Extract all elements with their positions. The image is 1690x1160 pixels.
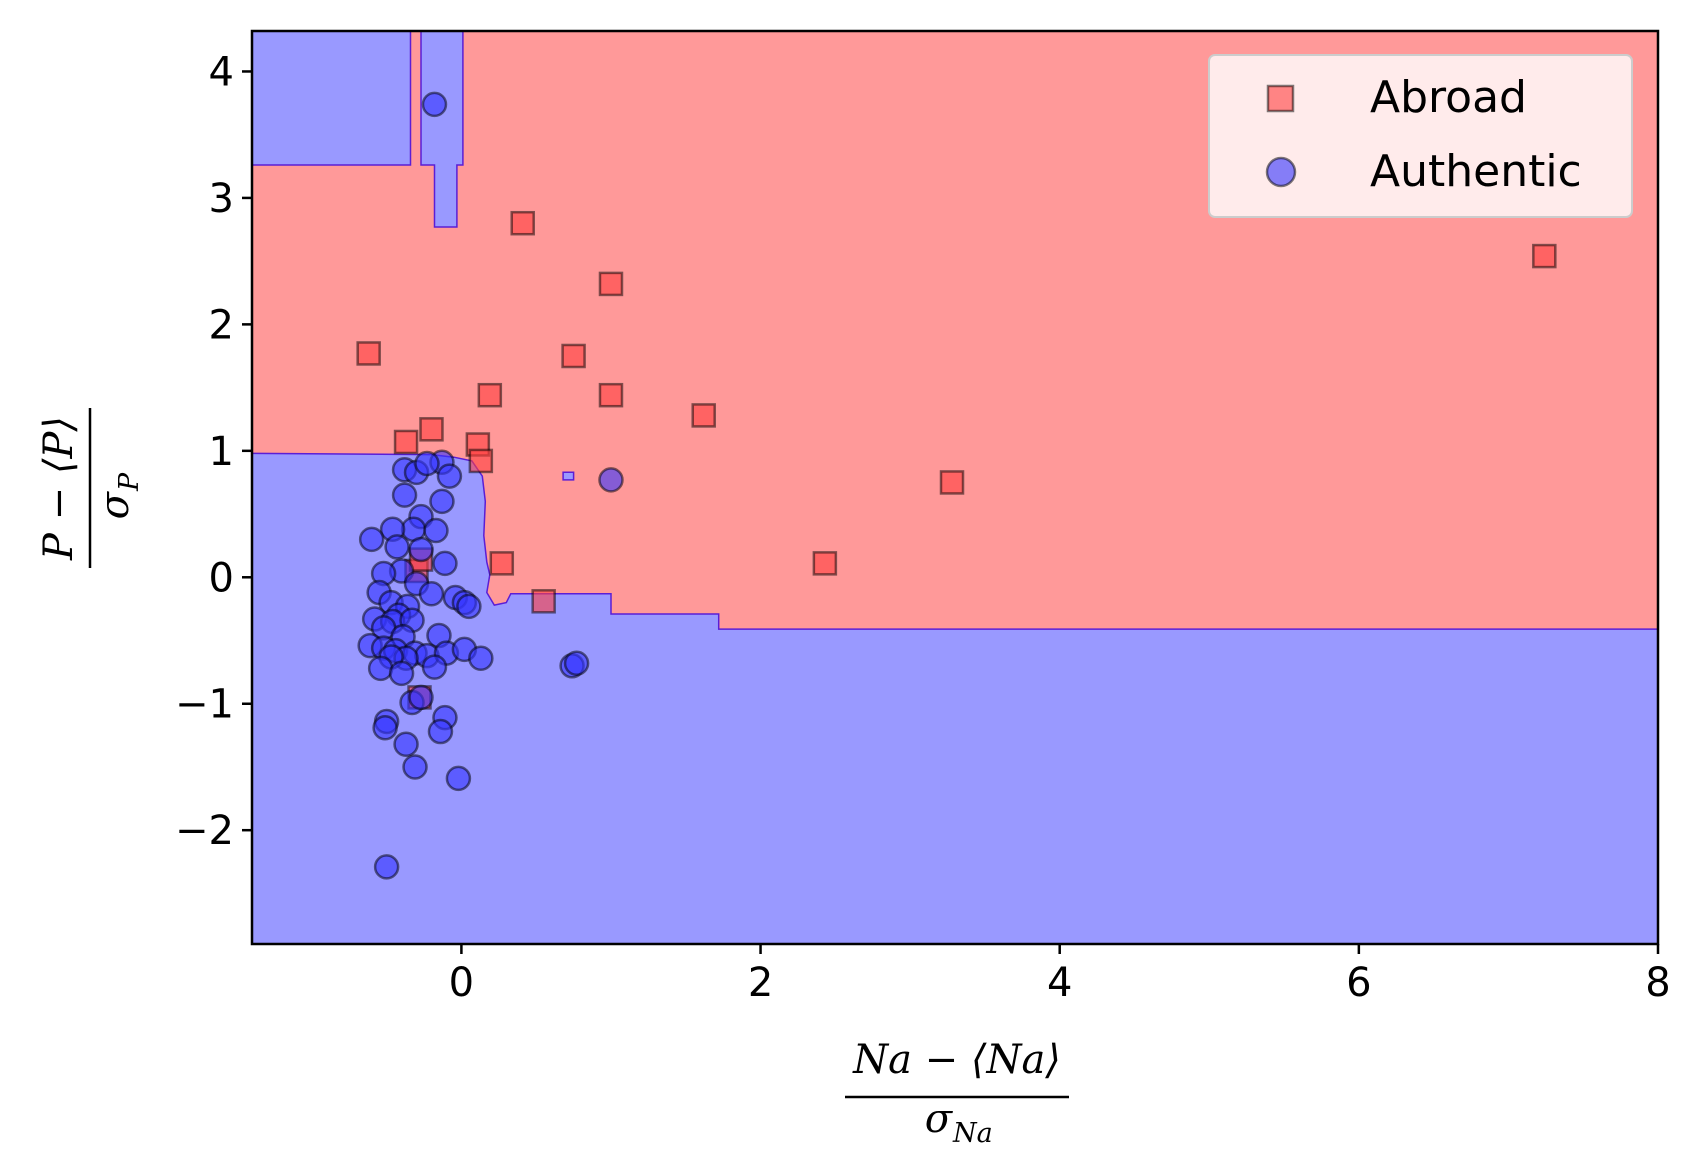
y-axis-label-subscript: P (114, 472, 145, 492)
authentic-point (388, 660, 415, 687)
legend-marker-abroad (1266, 84, 1295, 113)
x-axis-label-numerator: Na − ⟨Na⟩ (852, 1037, 1061, 1083)
authentic-point (421, 91, 448, 118)
y-tick-label: 0 (209, 555, 234, 601)
authentic-point (393, 731, 419, 757)
x-tick-label: 4 (1047, 960, 1072, 1006)
y-axis-label-numerator: P − ⟨P⟩ (36, 416, 82, 561)
abroad-point (939, 470, 965, 495)
x-axis-label-subscript: Na (952, 1118, 993, 1149)
authentic-region-3 (562, 471, 575, 481)
authentic-point (429, 488, 455, 515)
authentic-decision-regions (252, 31, 1658, 944)
authentic-point (414, 450, 440, 477)
y-tick-label: 1 (209, 429, 234, 475)
x-tick-label: 0 (449, 960, 474, 1006)
authentic-point (598, 467, 624, 493)
abroad-point (531, 589, 556, 614)
authentic-point (373, 854, 400, 880)
abroad-point (598, 382, 624, 408)
y-tick-label: 4 (209, 49, 234, 95)
x-tick-label: 8 (1645, 960, 1670, 1006)
authentic-point (468, 645, 494, 671)
x-axis-label: Na − ⟨Na⟩ σ Na (845, 1037, 1069, 1149)
y-axis-label-sigma: σ (92, 490, 138, 519)
authentic-region-2 (420, 31, 464, 228)
abroad-point (561, 343, 586, 369)
abroad-point (691, 403, 716, 428)
authentic-point (391, 482, 418, 508)
y-tick-label: 3 (209, 176, 234, 222)
legend: Abroad Authentic (1208, 54, 1633, 218)
authentic-point (408, 684, 434, 711)
authentic-region-0 (252, 452, 1658, 944)
y-axis-label: P − ⟨P⟩ σ P (36, 408, 145, 568)
abroad-point (393, 429, 419, 455)
authentic-point (456, 593, 482, 620)
legend-label-authentic: Authentic (1370, 146, 1582, 197)
authentic-point (418, 580, 445, 607)
abroad-point (510, 210, 535, 236)
legend-box (1208, 54, 1633, 218)
authentic-point (408, 536, 434, 563)
abroad-point (356, 341, 381, 366)
plot-frame (250, 29, 1660, 946)
authentic-point (563, 650, 590, 677)
scatter-points (356, 91, 1557, 880)
x-tick-label: 6 (1346, 960, 1371, 1006)
authentic-point (367, 655, 394, 682)
abroad-point (489, 551, 515, 576)
authentic-point (372, 715, 398, 741)
y-tick-label: −1 (175, 682, 234, 728)
authentic-point (358, 526, 385, 553)
abroad-point (419, 417, 444, 442)
authentic-point (432, 550, 458, 577)
authentic-point (402, 754, 428, 780)
authentic-point (423, 517, 449, 544)
legend-label-abroad: Abroad (1370, 72, 1527, 123)
abroad-point (812, 551, 838, 576)
authentic-point (427, 718, 454, 745)
y-axis-ticks: −2 −1 0 1 2 3 4 (175, 49, 252, 854)
legend-marker-authentic (1265, 156, 1297, 188)
x-axis-label-sigma: σ (925, 1096, 954, 1142)
authentic-point (445, 765, 472, 792)
y-tick-label: −2 (175, 808, 234, 854)
authentic-point (384, 534, 410, 560)
x-tick-label: 2 (748, 960, 773, 1006)
y-tick-label: 2 (209, 302, 234, 348)
authentic-point (436, 463, 463, 489)
abroad-point (598, 271, 624, 297)
authentic-point (421, 654, 448, 680)
abroad-point (1532, 243, 1557, 269)
abroad-point (477, 382, 503, 408)
authentic-region-1 (252, 31, 412, 166)
x-axis-ticks: 0 2 4 6 8 (449, 944, 1671, 1006)
abroad-point (468, 448, 494, 474)
